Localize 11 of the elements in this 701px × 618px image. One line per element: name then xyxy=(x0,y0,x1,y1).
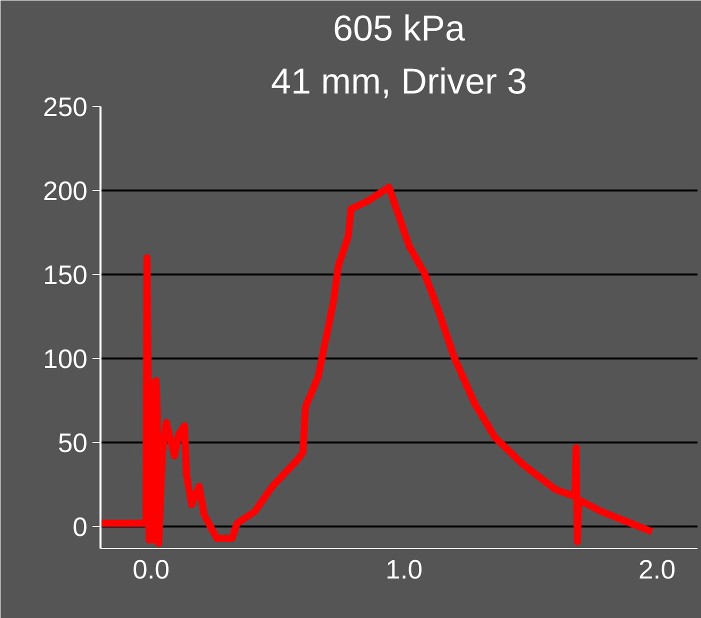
y-tick-label: 50 xyxy=(58,428,88,458)
chart-title: 605 kPa xyxy=(332,8,466,48)
y-tick-label: 0 xyxy=(72,512,88,542)
x-tick-label: 2.0 xyxy=(638,554,676,584)
y-tick-label: 250 xyxy=(43,92,88,122)
x-tick-label: 0.0 xyxy=(132,554,170,584)
chart-subtitle: 41 mm, Driver 3 xyxy=(270,60,528,102)
y-tick-label: 150 xyxy=(43,260,88,290)
y-tick-label: 200 xyxy=(43,176,88,206)
y-tick-label: 100 xyxy=(43,344,88,374)
x-tick-label: 1.0 xyxy=(386,554,423,584)
